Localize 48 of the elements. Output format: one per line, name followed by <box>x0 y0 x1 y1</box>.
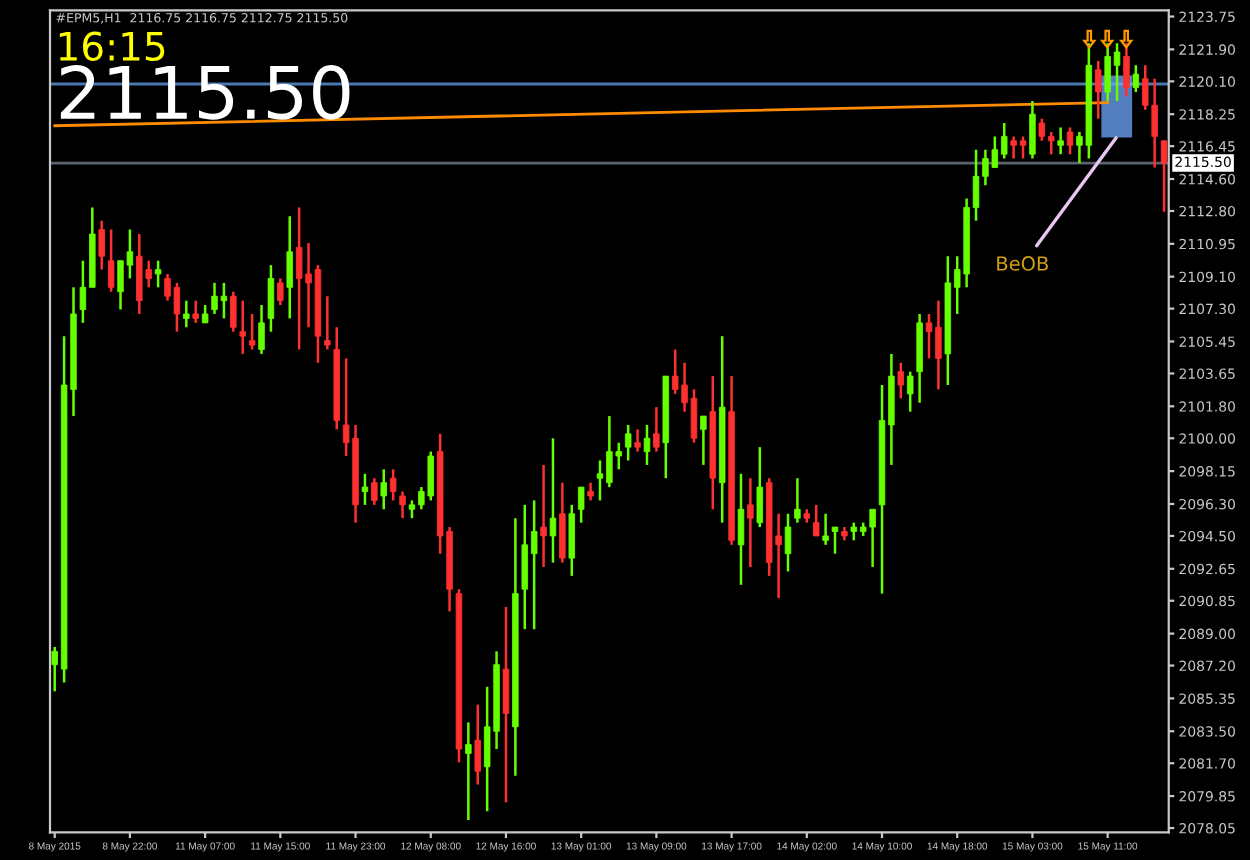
candlestick <box>1132 64 1140 94</box>
candlestick <box>653 405 660 453</box>
candlestick <box>361 472 369 507</box>
candlestick <box>371 476 378 507</box>
candlestick <box>1029 99 1036 160</box>
candlestick <box>540 463 547 569</box>
candlestick <box>906 370 914 413</box>
candlestick <box>1095 59 1102 120</box>
candlestick <box>747 476 754 569</box>
candlestick <box>1066 126 1074 156</box>
candlestick <box>267 263 275 333</box>
candlestick <box>399 490 406 520</box>
candlestick <box>107 228 115 294</box>
candlestick <box>897 361 905 400</box>
candlestick <box>634 428 641 453</box>
candlestick <box>577 485 585 524</box>
candlestick <box>756 445 764 529</box>
candlestick <box>502 605 510 804</box>
candlestick <box>700 414 707 467</box>
candlestick <box>549 437 557 564</box>
candlestick <box>380 468 387 511</box>
candlestick <box>643 423 651 467</box>
candlestick <box>248 312 256 351</box>
candlestick <box>624 423 632 462</box>
candlestick <box>98 219 105 271</box>
annotation: 16:15 <box>59 31 165 61</box>
candlestick <box>465 721 472 822</box>
candlestick <box>286 215 293 320</box>
candlestick <box>258 303 265 356</box>
candlestick <box>1057 126 1064 156</box>
candlestick <box>230 290 237 333</box>
candlestick <box>568 503 576 578</box>
candlestick <box>812 503 820 538</box>
candlestick <box>277 277 284 307</box>
candlestick <box>154 259 162 289</box>
candlestick <box>183 299 190 329</box>
candlestick <box>822 512 829 547</box>
candlestick <box>239 299 246 356</box>
candlestick <box>389 468 397 502</box>
candlestick <box>784 512 792 573</box>
candlestick <box>737 472 745 587</box>
candlestick <box>831 525 839 555</box>
candlestick <box>794 476 801 524</box>
candlestick <box>474 703 481 786</box>
candlestick <box>559 481 566 564</box>
annotation: BeOB <box>997 256 1048 271</box>
candlestick <box>324 294 331 351</box>
candlestick <box>192 299 199 325</box>
